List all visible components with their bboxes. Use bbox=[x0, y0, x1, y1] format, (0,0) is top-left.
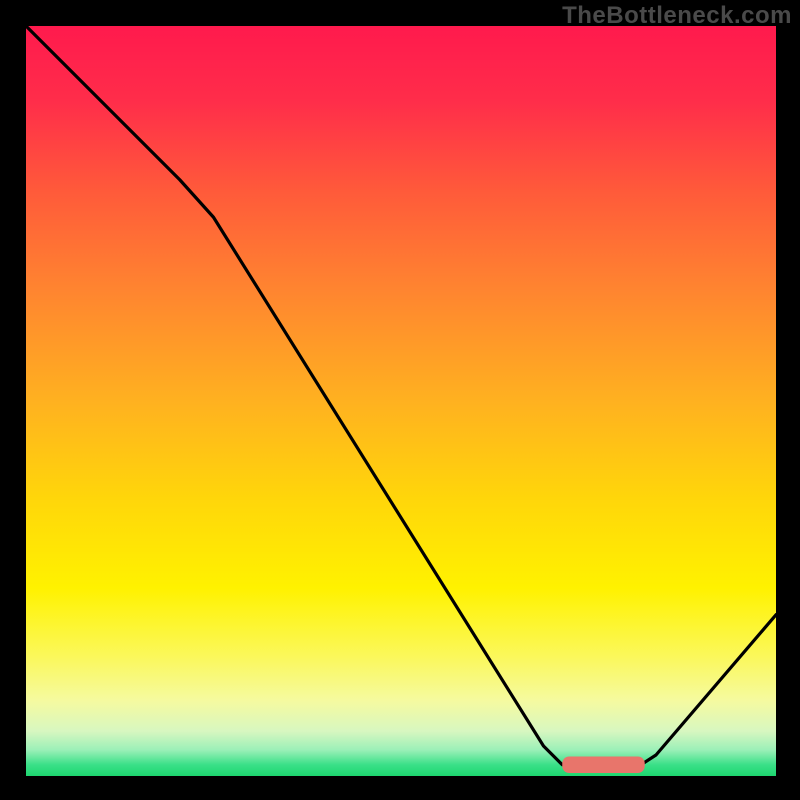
plot-area bbox=[26, 26, 776, 776]
plot-svg bbox=[26, 26, 776, 776]
chart-container: TheBottleneck.com bbox=[0, 0, 800, 800]
optimal-marker bbox=[562, 757, 645, 774]
